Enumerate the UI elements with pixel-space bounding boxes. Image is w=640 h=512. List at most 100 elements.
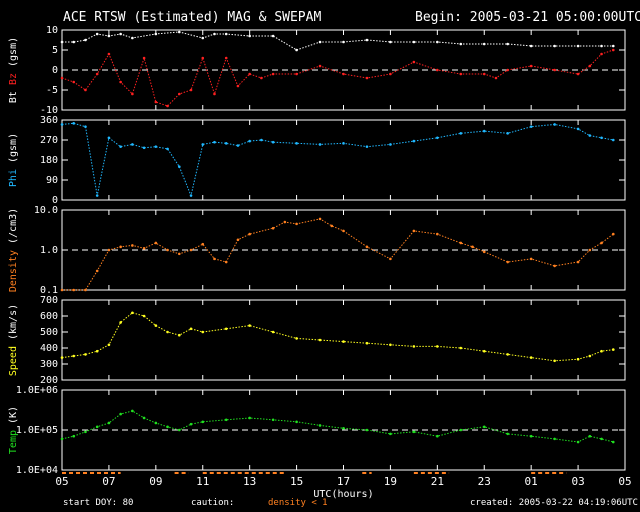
data-point-bz (95, 72, 99, 76)
data-point-temp (271, 418, 275, 422)
data-point-bz (588, 64, 592, 68)
data-point-bz (224, 56, 228, 60)
data-point-density (412, 229, 416, 233)
data-point-temp (482, 425, 486, 429)
data-point-density (330, 224, 334, 228)
data-point-density (236, 238, 240, 242)
data-point-bz (529, 64, 533, 68)
data-point-bz (142, 56, 146, 60)
data-point-speed (576, 357, 580, 361)
data-point-bt (84, 38, 87, 42)
data-point-temp (248, 416, 251, 420)
y-axis-label-part: (gsm) (8, 133, 19, 169)
data-point-temp (224, 418, 228, 422)
data-point-speed (131, 311, 134, 315)
data-point-density (60, 288, 64, 292)
data-point-bt (201, 36, 205, 40)
y-tick-label: 1.0 (40, 245, 58, 256)
data-point-bt (600, 44, 603, 48)
data-point-temp (142, 416, 146, 420)
data-point-temp (365, 428, 369, 432)
data-point-temp (72, 434, 76, 438)
data-point-phi (60, 123, 64, 126)
data-point-phi (553, 123, 556, 126)
data-point-speed (166, 330, 169, 334)
data-point-bz (201, 56, 205, 60)
data-point-density (201, 242, 205, 246)
data-point-bz (506, 68, 510, 72)
y-axis-label: Phi (gsm) (8, 133, 19, 187)
data-point-bz (260, 76, 263, 80)
y-tick-label: 10.0 (34, 205, 58, 216)
y-tick-label: 700 (40, 295, 58, 306)
data-point-temp (107, 421, 111, 425)
data-point-speed (248, 324, 251, 327)
data-point-bz (295, 72, 298, 76)
data-point-bz (131, 92, 134, 96)
data-point-bz (189, 88, 193, 92)
y-axis-label: Density (/cm3) (8, 208, 19, 292)
data-point-temp (131, 409, 134, 413)
data-point-speed (177, 333, 181, 337)
data-point-phi (342, 142, 345, 145)
created-time: created: 2005-03-22 04:19:06UTC (470, 498, 638, 508)
y-tick-label: 0 (52, 65, 58, 76)
data-point-phi (248, 139, 251, 143)
data-point-temp (600, 437, 603, 441)
data-point-speed (318, 338, 322, 342)
data-point-phi (611, 138, 615, 142)
data-point-phi (482, 129, 486, 133)
data-point-bt (177, 30, 181, 34)
data-point-temp (84, 430, 87, 434)
data-point-bt (248, 34, 251, 38)
y-axis-label-part: Temp (8, 430, 19, 454)
data-point-temp (611, 440, 615, 444)
data-point-bt (506, 42, 510, 46)
data-point-temp (95, 425, 99, 429)
data-point-phi (459, 132, 463, 135)
caution-label: caution: (191, 498, 235, 508)
data-point-bt (389, 40, 392, 44)
data-point-temp (177, 428, 181, 432)
data-point-density (471, 245, 474, 249)
x-axis-label: UTC(hours) (313, 489, 373, 500)
y-tick-label: 180 (40, 155, 58, 166)
x-tick-label: 05 (55, 475, 68, 488)
data-point-bt (576, 44, 580, 48)
data-point-temp (201, 420, 205, 424)
data-point-bz (84, 88, 87, 92)
data-point-temp (588, 434, 592, 438)
data-point-bz (213, 92, 216, 96)
data-point-phi (107, 136, 111, 140)
y-axis-label-part: Speed (8, 346, 19, 376)
x-tick-label: 23 (478, 475, 491, 488)
data-point-phi (95, 194, 99, 197)
chart-title: ACE RTSW (Estimated) MAG & SWEPAM (63, 10, 322, 25)
data-point-phi (506, 132, 510, 135)
data-point-phi (84, 125, 87, 128)
data-point-temp (436, 434, 439, 438)
data-point-speed (201, 330, 205, 334)
y-axis-label-part: (/cm3) (8, 208, 19, 250)
data-point-phi (271, 140, 275, 144)
data-point-speed (436, 345, 439, 348)
data-point-speed (95, 349, 99, 353)
data-point-bz (119, 80, 122, 84)
data-point-phi (412, 139, 416, 143)
data-point-phi (189, 194, 193, 197)
data-point-speed (84, 353, 87, 356)
data-point-density (576, 260, 580, 264)
y-tick-label: 90 (46, 175, 58, 186)
data-point-phi (177, 165, 181, 168)
data-point-speed (600, 349, 603, 353)
x-tick-label: 21 (431, 475, 444, 488)
data-point-density (365, 245, 369, 249)
begin-time: Begin: 2005-03-21 05:00:00UTC (415, 10, 640, 25)
data-point-density (177, 252, 181, 256)
data-point-bz (107, 52, 111, 56)
series-line-density (62, 218, 614, 291)
data-point-phi (213, 140, 216, 144)
data-point-bt (318, 40, 322, 44)
data-point-phi (224, 142, 228, 145)
data-point-temp (506, 432, 510, 436)
